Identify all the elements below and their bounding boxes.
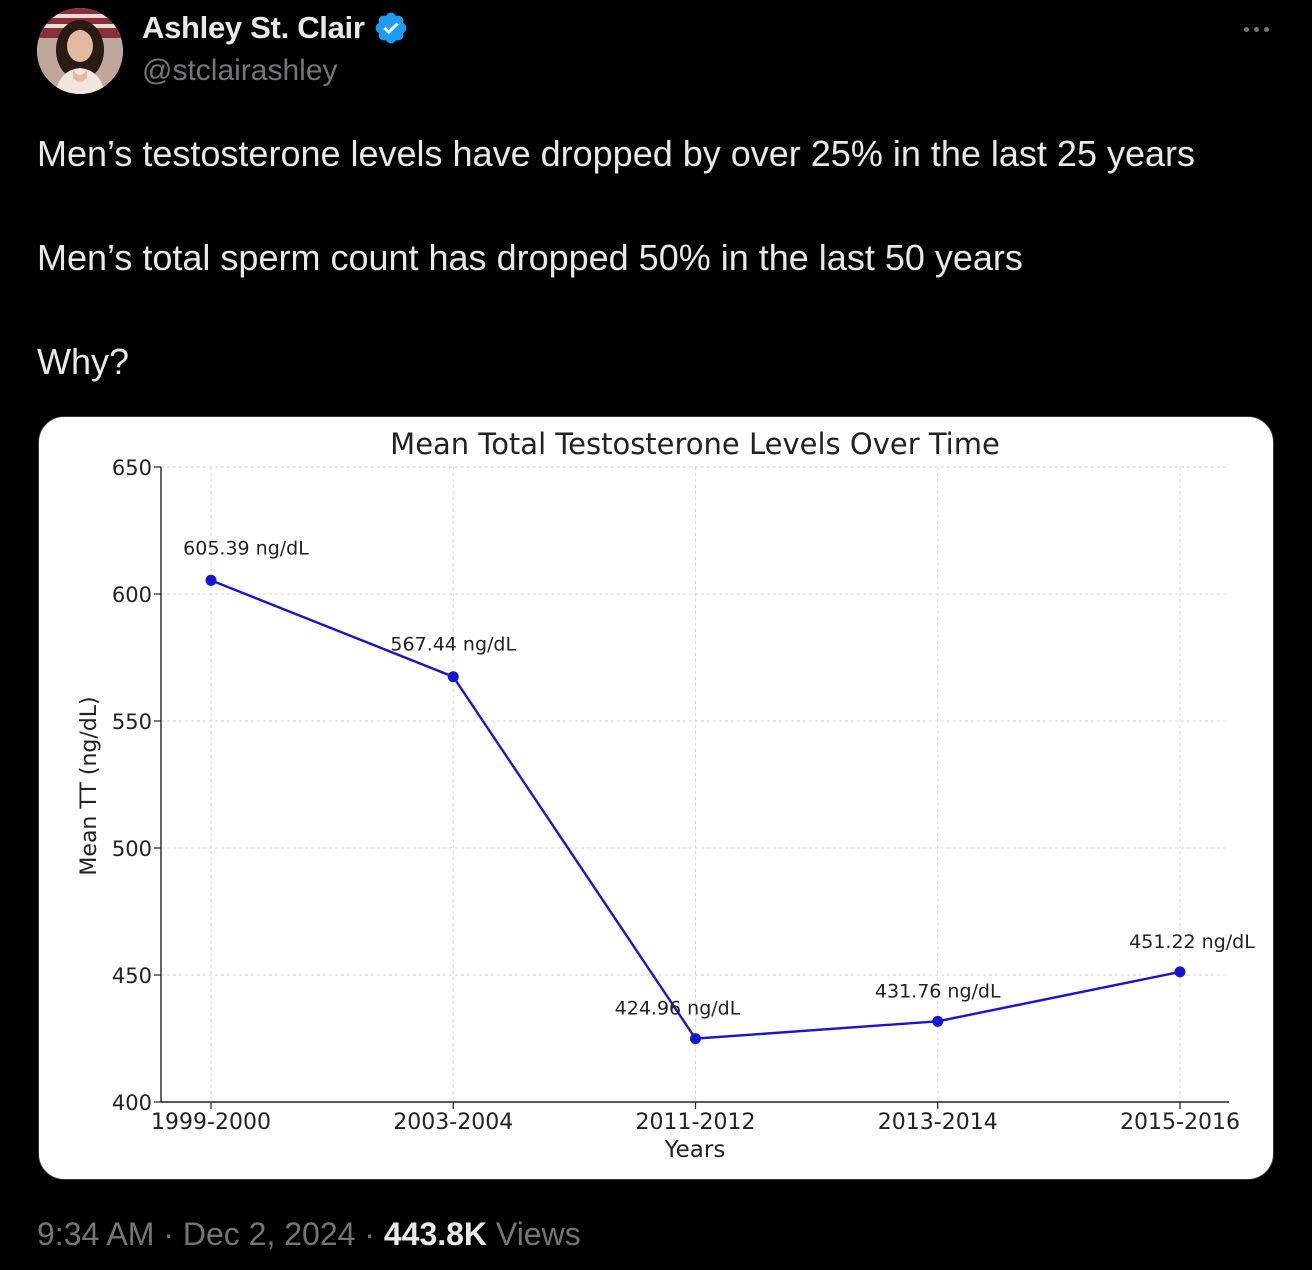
x-axis-ticks: 1999-2000 2003-2004 2011-2012 2013-2014 2015…	[151, 1102, 1240, 1135]
data-labels: 605.39 ng/dL 567.44 ng/dL 424.96 ng/dL 431.…	[183, 537, 1255, 1019]
footer-separator: ·	[364, 1216, 375, 1252]
tweet-line-3: Why?	[37, 341, 130, 382]
tweet-date[interactable]: Dec 2, 2024	[182, 1216, 356, 1252]
tweet-text: Men’s testosterone levels have dropped b…	[37, 128, 1287, 388]
more-options-icon[interactable]	[1236, 14, 1276, 44]
chart-title: Mean Total Testosterone Levels Over Time	[390, 427, 1000, 461]
data-point	[447, 671, 459, 683]
y-tick-label: 600	[112, 583, 152, 607]
y-axis-label: Mean TT (ng/dL)	[77, 696, 102, 875]
x-tick-label: 2003-2004	[393, 1110, 513, 1135]
data-point	[1174, 966, 1186, 978]
author-name-row[interactable]: Ashley St. Clair	[142, 10, 409, 46]
verified-badge-icon	[375, 12, 406, 44]
data-label: 431.76 ng/dL	[875, 980, 1001, 1002]
y-tick-label: 550	[112, 710, 152, 734]
tweet-footer: 9:34 AM · Dec 2, 2024 · 443.8K Views	[37, 1216, 581, 1253]
data-label: 605.39 ng/dL	[183, 537, 309, 559]
tweet-line-2: Men’s total sperm count has dropped 50% …	[37, 237, 1023, 278]
chart-grid	[161, 466, 1229, 1102]
data-label: 567.44 ng/dL	[390, 634, 516, 656]
profile-photo	[37, 8, 123, 94]
avatar[interactable]	[37, 8, 123, 94]
testosterone-line-chart: Mean Total Testosterone Levels Over Time…	[77, 427, 1255, 1163]
views-label: Views	[495, 1216, 581, 1252]
author-handle[interactable]: @stclairashley	[142, 54, 338, 87]
x-tick-label: 1999-2000	[151, 1110, 271, 1135]
footer-separator: ·	[163, 1216, 174, 1252]
data-point	[932, 1015, 944, 1027]
x-tick-label: 2015-2016	[1120, 1110, 1240, 1135]
tweet-time[interactable]: 9:34 AM	[37, 1216, 155, 1252]
tweet-media-image[interactable]: Mean Total Testosterone Levels Over Time…	[38, 416, 1274, 1180]
views-count: 443.8K	[383, 1216, 488, 1252]
y-tick-label: 500	[112, 837, 152, 861]
y-tick-label: 400	[112, 1091, 152, 1115]
x-tick-label: 2013-2014	[878, 1110, 998, 1135]
data-point	[690, 1033, 701, 1045]
y-tick-label: 450	[112, 964, 152, 988]
data-point	[205, 574, 217, 586]
x-axis-label: Years	[664, 1137, 726, 1163]
y-tick-label: 650	[112, 456, 152, 480]
data-label: 451.22 ng/dL	[1129, 931, 1255, 953]
tweet-line-1: Men’s testosterone levels have dropped b…	[37, 133, 1196, 174]
x-tick-label: 2011-2012	[636, 1110, 756, 1135]
data-label: 424.96 ng/dL	[615, 998, 741, 1020]
y-axis-ticks: 400 450 500 550 600 650	[112, 456, 161, 1115]
chart-series	[205, 574, 1186, 1045]
author-display-name[interactable]: Ashley St. Clair	[142, 10, 365, 45]
